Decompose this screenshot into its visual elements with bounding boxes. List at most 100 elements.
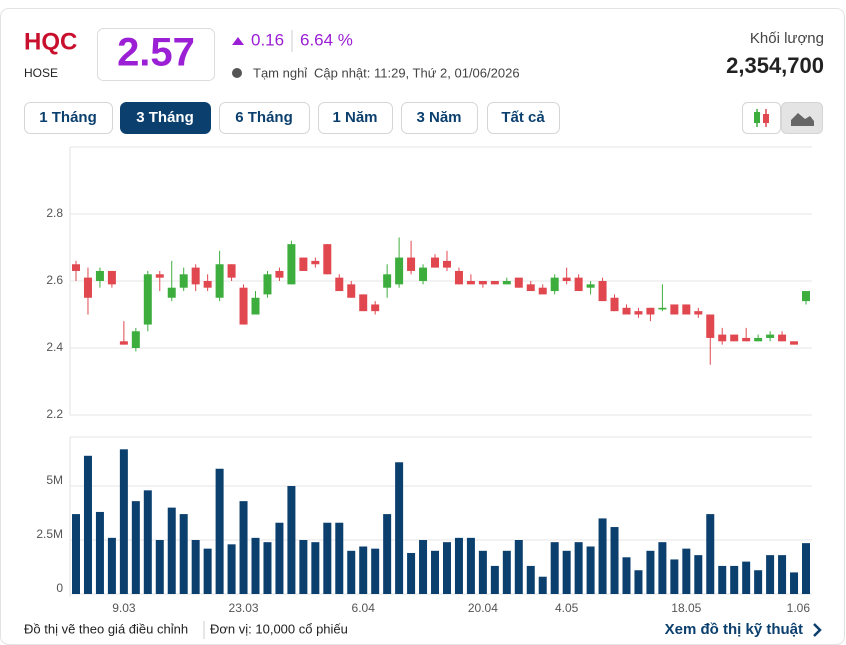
volume-bar <box>83 455 92 594</box>
candle-body <box>419 267 428 281</box>
x-tick-label: 18.05 <box>671 601 701 615</box>
exchange: HOSE <box>24 66 58 80</box>
candle-body <box>586 284 595 288</box>
volume-bar <box>598 518 607 594</box>
volume-bar <box>299 540 308 594</box>
technical-link[interactable]: Xem đồ thị kỹ thuật <box>665 621 822 638</box>
candle-body <box>790 341 799 345</box>
candle-body <box>514 277 523 288</box>
candle-body <box>742 337 751 342</box>
button-label[interactable]: 3 Năm <box>416 109 461 126</box>
volume-bar <box>742 561 751 594</box>
candle-body <box>778 334 787 342</box>
candle-body <box>335 277 344 292</box>
candle-body <box>347 284 356 298</box>
volume-bar <box>754 570 763 594</box>
candle-body <box>263 274 272 295</box>
x-tick-label: 23.03 <box>229 601 259 615</box>
volume-bar <box>215 468 224 594</box>
range-button[interactable]: 3 Tháng <box>120 102 211 134</box>
volume-bar <box>790 572 799 594</box>
volume-bar <box>442 542 451 594</box>
volume-bar <box>143 490 152 594</box>
volume-bar <box>454 537 463 594</box>
candle-body <box>203 281 212 288</box>
x-tick-label: 9.03 <box>112 601 136 615</box>
volume-bar <box>550 542 559 594</box>
y-tick-label: 2.2 <box>46 407 63 421</box>
candle-body <box>383 274 392 288</box>
area-view-button[interactable] <box>781 102 823 134</box>
volume-bar <box>610 527 619 594</box>
candle-body <box>155 274 164 278</box>
volume-bar <box>634 570 643 594</box>
volume-label: Khối lượng <box>750 30 824 47</box>
link-text[interactable]: Xem đồ thị kỹ thuật <box>665 621 803 638</box>
volume-bar <box>419 540 428 594</box>
footer-note: Đồ thị vẽ theo giá điều chỉnh <box>24 621 188 636</box>
range-buttons: 1 Tháng 3 Tháng 6 Tháng 1 Năm 3 Năm Tất cả <box>24 102 560 134</box>
candle-body <box>131 331 140 348</box>
volume-bar <box>466 537 475 594</box>
candle-body <box>706 314 715 338</box>
candle-body <box>191 267 200 285</box>
volume-bar <box>706 514 715 594</box>
footer-unit: Đơn vị: 10,000 cổ phiếu <box>210 621 348 636</box>
change: 0.16 <box>251 30 284 49</box>
candle-body <box>730 334 739 342</box>
range-button[interactable]: 3 Năm <box>401 102 478 134</box>
candle-body <box>227 264 236 278</box>
range-button[interactable]: Tất cả <box>487 102 560 134</box>
range-button[interactable]: 1 Tháng <box>24 102 113 134</box>
volume-bar <box>538 576 547 594</box>
button-label[interactable]: Tất cả <box>501 109 545 126</box>
y-tick-label: 2.6 <box>46 273 63 287</box>
candle-body <box>72 264 80 271</box>
candle-body <box>431 257 440 268</box>
price-box <box>97 28 215 81</box>
range-button[interactable]: 1 Năm <box>318 102 393 134</box>
candle-body <box>550 277 559 292</box>
volume-bar <box>395 462 404 594</box>
volume-bar <box>323 522 332 594</box>
candle-body <box>359 294 368 312</box>
button-label[interactable]: 3 Tháng <box>136 109 194 126</box>
volume-bar <box>586 546 595 594</box>
button-label[interactable]: 1 Năm <box>332 109 377 126</box>
candle-body <box>371 304 380 312</box>
candle-body <box>466 281 475 285</box>
volume-bar <box>287 486 296 594</box>
volume-bar <box>490 565 499 594</box>
volume-bar <box>514 540 523 594</box>
candle-body <box>215 264 224 298</box>
candle-body <box>454 270 463 285</box>
volume-bar <box>562 550 571 594</box>
candle-body <box>670 304 679 315</box>
button-bg <box>487 102 560 134</box>
volume-bar <box>72 514 80 594</box>
candle-body <box>179 274 188 288</box>
candle-body <box>239 287 248 325</box>
candle-body <box>694 311 703 315</box>
volume-bar <box>107 537 116 594</box>
volume-bar <box>622 557 631 594</box>
candle-body <box>598 281 607 302</box>
button-label[interactable]: 1 Tháng <box>39 109 97 126</box>
status: Tạm nghỉ <box>253 65 307 80</box>
x-tick-label: 6.04 <box>352 601 376 615</box>
candle-body <box>95 270 104 281</box>
range-button[interactable]: 6 Tháng <box>219 102 310 134</box>
candle-body <box>562 277 571 281</box>
volume-bar <box>191 540 200 594</box>
button-label[interactable]: 6 Tháng <box>235 109 293 126</box>
volume-bar <box>682 548 691 594</box>
candle-view-button[interactable] <box>742 102 781 134</box>
volume-bar <box>95 511 104 594</box>
candle-body <box>490 281 499 285</box>
candle-body <box>634 311 643 315</box>
volume-bar <box>407 552 416 594</box>
volume-bar <box>347 550 356 594</box>
candle-body <box>658 307 667 310</box>
candle-body <box>478 281 487 285</box>
candle-body <box>538 287 547 295</box>
